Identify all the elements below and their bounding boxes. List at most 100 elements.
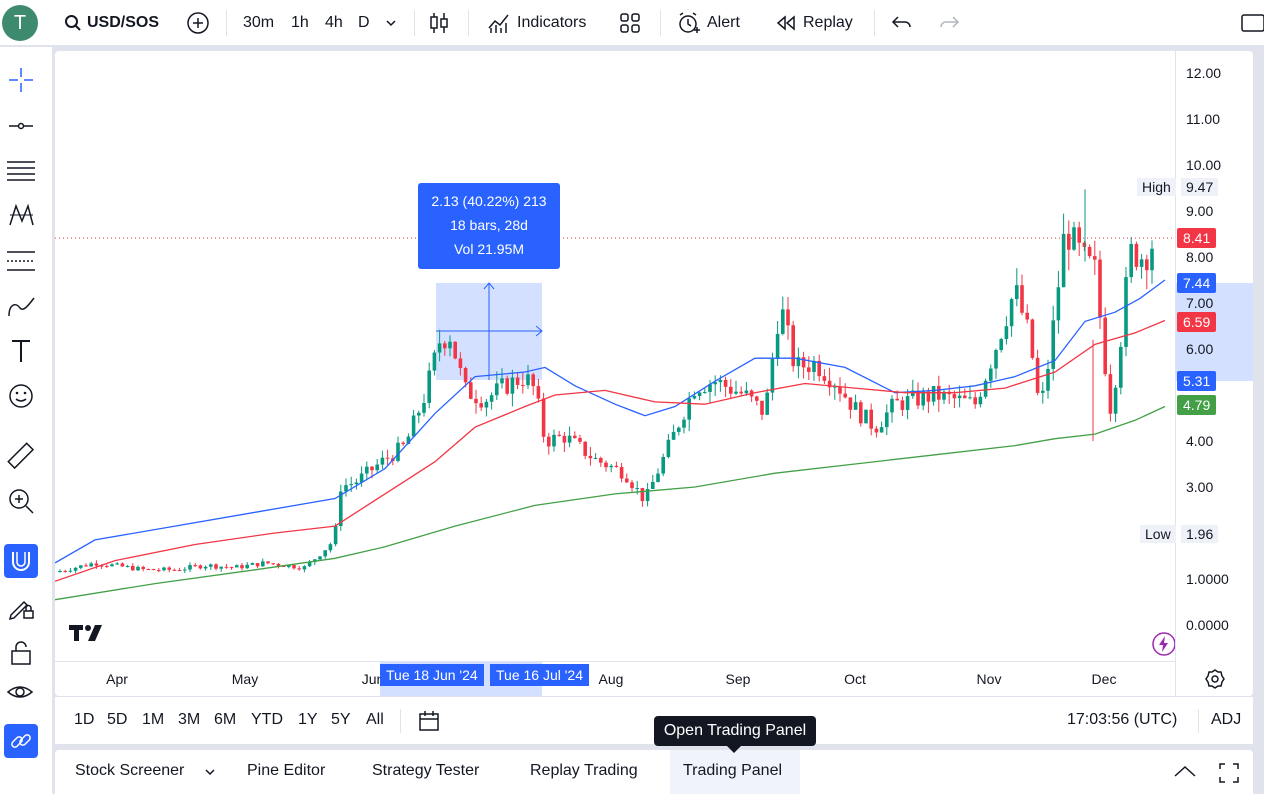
trading-panel-tooltip: Open Trading Panel [654,716,816,753]
utc-clock[interactable]: 17:03:56 (UTC) [1067,711,1178,728]
magnet-tool[interactable] [4,544,38,578]
tab-trading-panel[interactable]: Trading Panel [683,762,783,779]
ruler-tool[interactable] [4,439,38,473]
candle-body [380,457,385,465]
candle-body [635,487,639,489]
range-all[interactable]: All [366,711,384,728]
lock-tool[interactable] [4,636,38,670]
top-toolbar: T USD/SOS 30m 1h 4h D Indicators [0,0,1264,46]
calendar-range-icon[interactable] [417,709,441,733]
drawing-toolbar [0,47,52,794]
candle-body [1009,299,1014,327]
candle-body [723,379,728,387]
adjust-toggle[interactable]: ADJ [1211,711,1242,728]
candle-body [453,341,457,359]
candle-body [1134,243,1139,267]
range-5y[interactable]: 5Y [331,711,351,728]
timeframe-dropdown[interactable] [385,0,397,46]
window-icon [1241,14,1264,32]
candle-body [562,435,567,443]
chart-pane[interactable]: 2.13 (40.22%) 213 18 bars, 28d Vol 21.95… [55,51,1253,696]
range-3m[interactable]: 3M [178,711,201,728]
replay-button[interactable]: Replay [775,0,853,46]
candle-body [547,436,551,447]
candle-body [443,343,447,349]
candle-body [198,565,203,569]
link-tool[interactable] [4,724,38,758]
candle-body [1077,227,1081,243]
indicators-button[interactable]: Indicators [487,0,586,46]
range-ytd[interactable]: YTD [251,711,283,728]
redo-button[interactable] [938,0,960,46]
timeframe-1h[interactable]: 1h [291,14,309,31]
range-1m[interactable]: 1M [142,711,165,728]
tab-pine-editor[interactable]: Pine Editor [247,762,326,779]
visibility-tool[interactable] [4,677,38,711]
zoom-in-tool[interactable] [4,484,38,518]
tab-stock-screener[interactable]: Stock Screener [75,762,185,779]
range-5d[interactable]: 5D [107,711,128,728]
alert-label: Alert [707,14,740,31]
candle-body [84,565,88,567]
fib-tool[interactable] [4,153,38,187]
chart-type-button[interactable] [428,0,450,46]
range-6m[interactable]: 6M [214,711,237,728]
price-plot[interactable] [55,51,1175,661]
candle-body [1087,246,1092,257]
range-1y[interactable]: 1Y [298,711,318,728]
range-1d[interactable]: 1D [74,711,95,728]
undo-button[interactable] [891,0,913,46]
tab-replay-trading[interactable]: Replay Trading [530,762,638,779]
candle-body [120,563,125,567]
tab-strategy-tester[interactable]: Strategy Tester [372,762,480,779]
candle-body [1082,242,1087,247]
candle-body [963,395,967,399]
chevron-up-icon[interactable] [1172,762,1198,782]
timeframe-4h[interactable]: 4h [325,14,343,31]
candle-body [1025,312,1029,320]
candle-body [1124,277,1128,347]
candle-body [302,566,307,570]
layouts-button[interactable] [619,0,641,46]
candle-body [245,564,249,569]
candle-body [526,374,530,386]
maximize-icon[interactable] [1217,761,1241,785]
emoji-tool[interactable] [4,379,38,413]
brush-tool[interactable] [4,289,38,323]
user-avatar[interactable]: T [2,5,38,41]
settings-icon[interactable] [1205,669,1225,689]
candle-body [978,396,983,405]
month-label: Apr [106,671,128,687]
pattern-tool[interactable] [4,198,38,232]
timeframe-30m[interactable]: 30m [243,14,275,31]
candle-body [1150,248,1154,271]
chevron-down-icon[interactable] [204,766,216,778]
candle-body [385,457,390,459]
candle-body [463,368,468,383]
symbol-search[interactable]: USD/SOS [64,0,159,46]
range-bar: 1D 5D 1M 3M 6M YTD 1Y 5Y All 17:03:56 (U… [55,696,1253,744]
candle-body [853,402,858,410]
candle-body [765,392,769,415]
candle-body [1051,320,1055,369]
crosshair-tool[interactable] [4,63,38,97]
time-axis[interactable]: Apr May Jun Aug Sep Oct Nov Dec [55,661,1175,696]
compare-button[interactable] [186,0,210,46]
crosshair-icon [9,68,33,92]
price-axis[interactable]: 12.00 11.00 10.00 9.00 8.00 7.00 6.00 4.00 3.00 1… [1175,51,1253,696]
alert-button[interactable]: Alert [677,0,740,46]
candle-body [651,481,655,490]
candle-body [817,360,821,377]
flash-icon[interactable] [1151,631,1177,657]
timeframe-d[interactable]: D [358,14,370,31]
candle-body [250,563,255,565]
text-tool[interactable] [4,334,38,368]
candle-body [957,395,962,399]
projection-tool[interactable] [4,244,38,278]
candle-body [593,457,598,459]
candle-body [874,428,879,433]
lock-drawings-tool[interactable] [4,590,38,624]
horizontal-line-tool[interactable] [4,109,38,143]
fullscreen-button[interactable] [1240,0,1264,46]
candle-body [141,566,145,570]
